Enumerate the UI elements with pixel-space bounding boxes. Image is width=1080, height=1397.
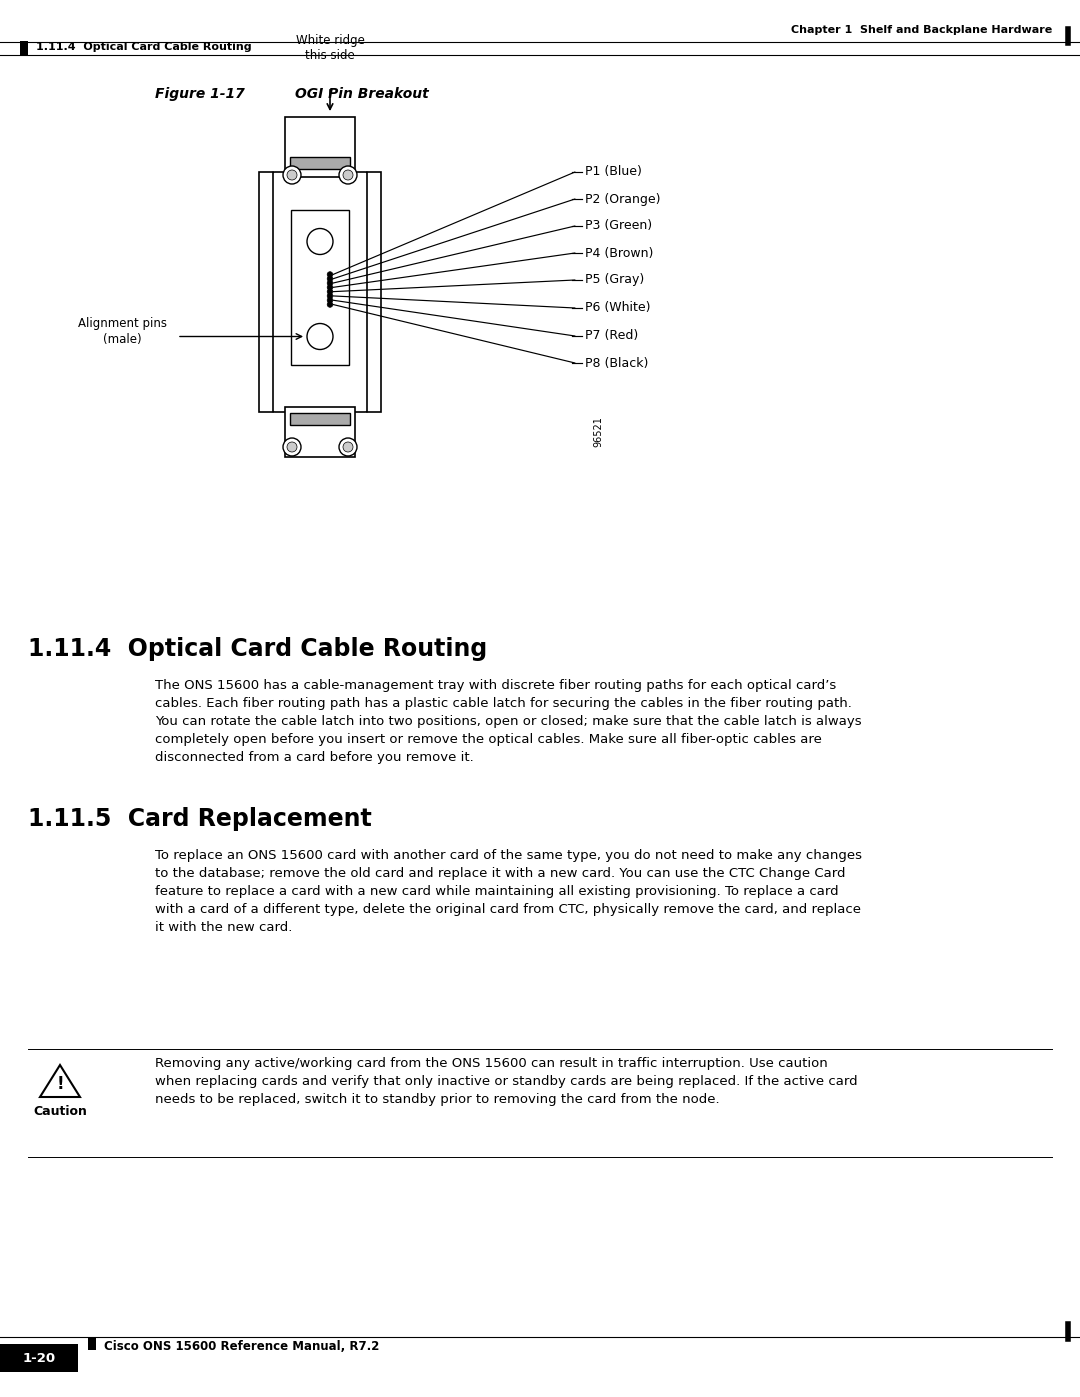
Bar — [87, 1337, 96, 1350]
Bar — [0, 1344, 78, 1372]
Polygon shape — [40, 1065, 80, 1097]
Bar — [367, 172, 381, 412]
Text: Removing any active/working card from the ONS 15600 can result in traffic interr: Removing any active/working card from th… — [156, 1058, 858, 1106]
Text: Figure 1-17: Figure 1-17 — [156, 87, 245, 101]
Text: Alignment pins
(male): Alignment pins (male) — [78, 317, 166, 346]
Circle shape — [327, 271, 333, 277]
Text: 96521: 96521 — [593, 416, 603, 447]
Bar — [291, 156, 350, 169]
Circle shape — [327, 293, 333, 299]
Bar — [291, 414, 350, 425]
Bar — [291, 210, 349, 365]
Circle shape — [327, 298, 333, 303]
Bar — [21, 41, 28, 54]
Text: P7 (Red): P7 (Red) — [585, 330, 638, 342]
Circle shape — [287, 441, 297, 453]
Text: P4 (Brown): P4 (Brown) — [585, 246, 653, 260]
Circle shape — [339, 166, 357, 184]
Text: 1.11.4  Optical Card Cable Routing: 1.11.4 Optical Card Cable Routing — [28, 637, 487, 661]
Bar — [285, 407, 355, 457]
Text: Chapter 1  Shelf and Backplane Hardware: Chapter 1 Shelf and Backplane Hardware — [791, 25, 1052, 35]
Circle shape — [283, 439, 301, 455]
Text: P1 (Blue): P1 (Blue) — [585, 165, 642, 179]
Bar — [285, 117, 355, 177]
Text: White ridge
this side: White ridge this side — [296, 34, 364, 61]
Text: P3 (Green): P3 (Green) — [585, 219, 652, 232]
Text: The ONS 15600 has a cable-management tray with discrete fiber routing paths for : The ONS 15600 has a cable-management tra… — [156, 679, 862, 764]
FancyBboxPatch shape — [270, 172, 370, 412]
Text: 1.11.4  Optical Card Cable Routing: 1.11.4 Optical Card Cable Routing — [36, 42, 252, 52]
Circle shape — [283, 166, 301, 184]
Text: Caution: Caution — [33, 1105, 86, 1118]
Text: P5 (Gray): P5 (Gray) — [585, 274, 645, 286]
Circle shape — [339, 439, 357, 455]
Text: P6 (White): P6 (White) — [585, 302, 650, 314]
Text: 1-20: 1-20 — [23, 1351, 55, 1365]
Text: OGI Pin Breakout: OGI Pin Breakout — [295, 87, 429, 101]
Circle shape — [343, 441, 353, 453]
Text: P8 (Black): P8 (Black) — [585, 356, 648, 369]
Text: 1.11.5  Card Replacement: 1.11.5 Card Replacement — [28, 807, 372, 831]
Circle shape — [287, 170, 297, 180]
Text: To replace an ONS 15600 card with another card of the same type, you do not need: To replace an ONS 15600 card with anothe… — [156, 849, 862, 935]
Circle shape — [327, 285, 333, 291]
Text: Cisco ONS 15600 Reference Manual, R7.2: Cisco ONS 15600 Reference Manual, R7.2 — [104, 1340, 379, 1354]
Circle shape — [307, 324, 333, 349]
Bar — [259, 172, 273, 412]
Circle shape — [327, 281, 333, 286]
Circle shape — [327, 289, 333, 295]
Circle shape — [327, 277, 333, 282]
Text: !: ! — [56, 1076, 64, 1092]
Text: P2 (Orange): P2 (Orange) — [585, 193, 661, 205]
Circle shape — [343, 170, 353, 180]
Circle shape — [327, 302, 333, 307]
Circle shape — [307, 229, 333, 254]
